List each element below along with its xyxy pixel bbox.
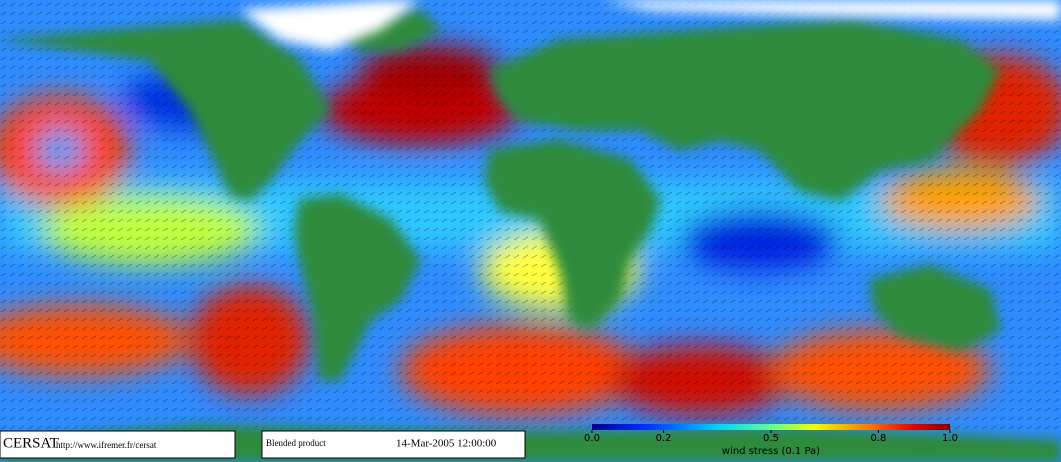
- colorbar-tick-label: 0.0: [584, 433, 600, 444]
- source-box: [0, 430, 236, 459]
- date: 14-Mar-2005 12:00:00: [396, 438, 497, 450]
- colorbar-ramp: [592, 424, 950, 430]
- logo: CERSAT: [3, 435, 59, 451]
- colorbar-tick-label: 0.8: [870, 433, 886, 444]
- land: [0, 9, 1061, 462]
- ice: [240, 0, 1061, 50]
- colorbar-tick-label: 0.2: [656, 433, 672, 444]
- colorbar-tick-label: 0.5: [763, 433, 779, 444]
- colorbar-label: wind stress (0.1 Pa): [722, 446, 820, 457]
- product: Blended product: [266, 438, 326, 448]
- colorbar-tick-label: 1.0: [942, 433, 958, 444]
- product-box: [261, 430, 526, 459]
- colorbar: wind stress (0.1 Pa) 0.0 0.2 0.5 0.8 1.0: [584, 424, 958, 457]
- url: http://www.ifremer.fr/cersat: [56, 440, 157, 450]
